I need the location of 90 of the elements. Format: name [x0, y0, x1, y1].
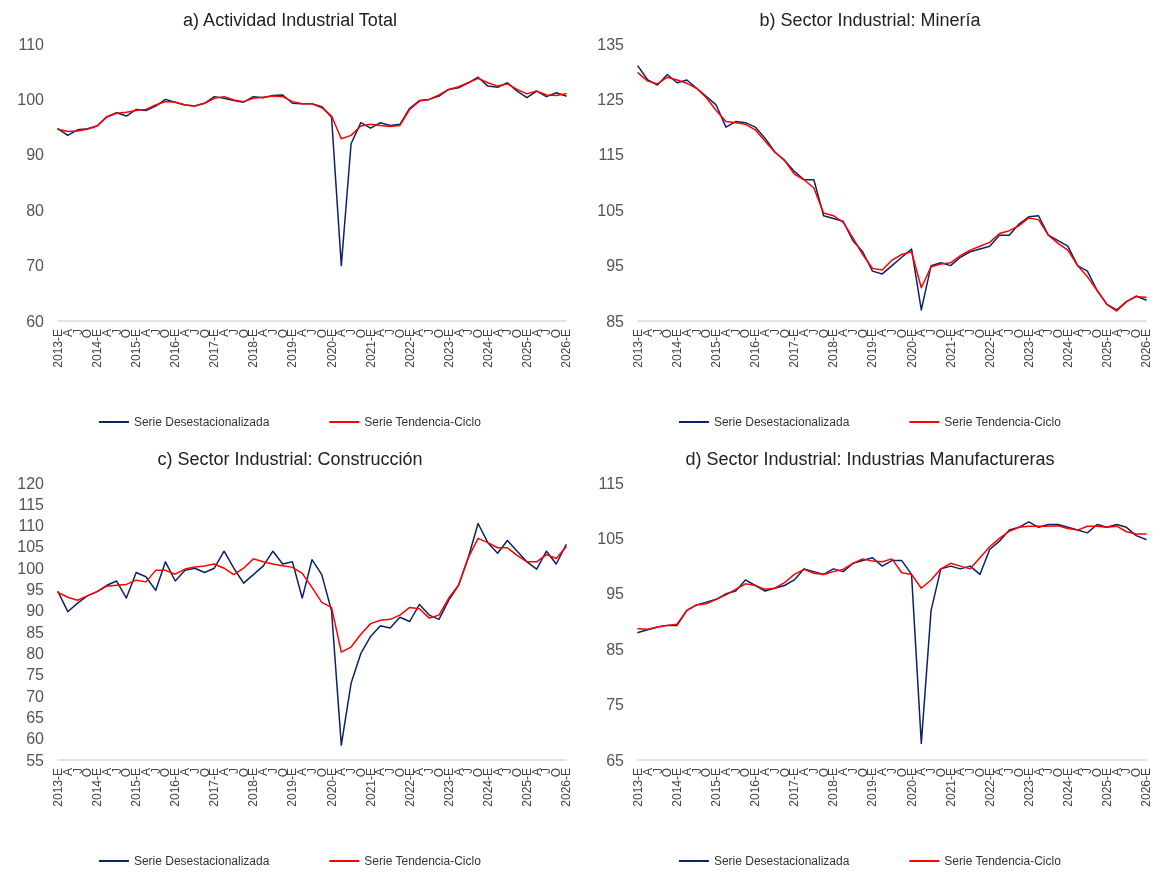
y-tick-label: 65	[606, 751, 625, 769]
x-tick-label: O	[738, 329, 753, 339]
x-tick-label: O	[510, 768, 525, 778]
y-tick-label: 105	[17, 538, 45, 556]
x-tick-label: O	[1051, 329, 1066, 339]
x-tick-label: O	[1090, 329, 1105, 339]
y-tick-label: 65	[26, 708, 45, 726]
y-tick-label: 60	[26, 312, 45, 330]
x-tick-label: O	[119, 768, 134, 778]
x-tick-label: O	[80, 329, 95, 339]
legend-label: Serie Tendencia-Ciclo	[364, 415, 482, 429]
x-tick-label: O	[158, 768, 173, 778]
x-tick-label: O	[699, 768, 714, 778]
x-tick-label: A	[836, 768, 851, 777]
legend-label: Serie Tendencia-Ciclo	[364, 854, 482, 868]
x-tick-label: 2013-E	[631, 329, 645, 368]
x-tick-label: O	[1012, 329, 1026, 339]
legend-label: Serie Desestacionalizada	[713, 415, 850, 429]
line-series	[57, 522, 567, 746]
y-tick-label: 95	[606, 585, 625, 603]
y-tick-label: 100	[17, 559, 45, 577]
x-tick-label: A	[217, 329, 232, 338]
y-tick-label: 85	[606, 312, 625, 330]
x-tick-label: O	[1090, 768, 1105, 778]
y-tick-label: 90	[26, 146, 45, 164]
x-tick-label: O	[119, 329, 134, 339]
line-series	[637, 524, 1147, 631]
y-tick-label: 80	[26, 644, 45, 662]
x-tick-label: O	[471, 329, 486, 339]
legend-label: Serie Tendencia-Ciclo	[944, 854, 1062, 868]
x-tick-label: A	[256, 768, 271, 777]
y-tick-label: 55	[26, 751, 45, 769]
x-tick-label: O	[432, 768, 446, 778]
x-tick-label: O	[1051, 768, 1066, 778]
x-tick-label: A	[758, 329, 772, 338]
y-tick-label: 110	[18, 35, 45, 53]
chart-title: b) Sector Industrial: Minería	[759, 10, 982, 30]
y-tick-label: 110	[18, 517, 45, 535]
x-tick-label: O	[471, 768, 486, 778]
x-tick-label: O	[158, 329, 173, 339]
y-tick-label: 70	[26, 687, 45, 705]
x-tick-label: 2013-E	[51, 329, 65, 368]
y-tick-label: 95	[26, 581, 45, 599]
y-tick-label: 135	[597, 35, 625, 53]
y-tick-label: 120	[17, 474, 45, 492]
legend-label: Serie Desestacionalizada	[713, 854, 850, 868]
x-tick-label: A	[178, 329, 192, 338]
y-tick-label: 75	[606, 696, 625, 714]
line-series	[57, 76, 567, 267]
x-tick-label: O	[80, 768, 95, 778]
y-tick-label: 115	[18, 495, 45, 513]
line-series	[637, 521, 1147, 745]
y-tick-label: 115	[598, 146, 625, 164]
y-tick-label: 95	[606, 257, 625, 275]
legend-label: Serie Desestacionalizada	[133, 415, 270, 429]
x-tick-label: A	[797, 768, 812, 777]
x-tick-label: O	[432, 329, 446, 339]
legend-label: Serie Desestacionalizada	[133, 854, 270, 868]
x-tick-label: 2013-E	[631, 768, 645, 807]
x-tick-label: A	[797, 329, 812, 338]
y-tick-label: 125	[597, 90, 625, 108]
x-tick-label: A	[217, 768, 232, 777]
y-tick-label: 85	[26, 623, 45, 641]
chart-title: a) Actividad Industrial Total	[183, 10, 397, 30]
line-series	[57, 537, 567, 653]
y-tick-label: 115	[598, 474, 625, 492]
chart-title: d) Sector Industrial: Industrias Manufactureras	[685, 449, 1055, 469]
y-tick-label: 90	[26, 602, 45, 620]
x-tick-label: A	[256, 329, 271, 338]
y-tick-label: 100	[17, 90, 45, 108]
x-tick-label: 2013-E	[51, 768, 65, 807]
y-tick-label: 75	[26, 666, 45, 684]
x-tick-label: A	[836, 329, 851, 338]
x-tick-label: A	[178, 768, 192, 777]
line-series	[57, 77, 567, 140]
x-tick-label: O	[660, 768, 675, 778]
x-tick-label: O	[1012, 768, 1026, 778]
x-tick-label: O	[738, 768, 753, 778]
y-tick-label: 105	[597, 529, 625, 547]
x-tick-label: O	[510, 329, 525, 339]
legend-label: Serie Tendencia-Ciclo	[944, 415, 1062, 429]
x-tick-label: A	[758, 768, 772, 777]
x-tick-label: O	[699, 329, 714, 339]
y-tick-label: 80	[26, 201, 45, 219]
y-tick-label: 85	[606, 640, 625, 658]
x-tick-label: O	[660, 329, 675, 339]
chart-title: c) Sector Industrial: Construcción	[157, 449, 423, 469]
y-tick-label: 105	[597, 201, 625, 219]
y-tick-label: 70	[26, 257, 45, 275]
y-tick-label: 60	[26, 730, 45, 748]
